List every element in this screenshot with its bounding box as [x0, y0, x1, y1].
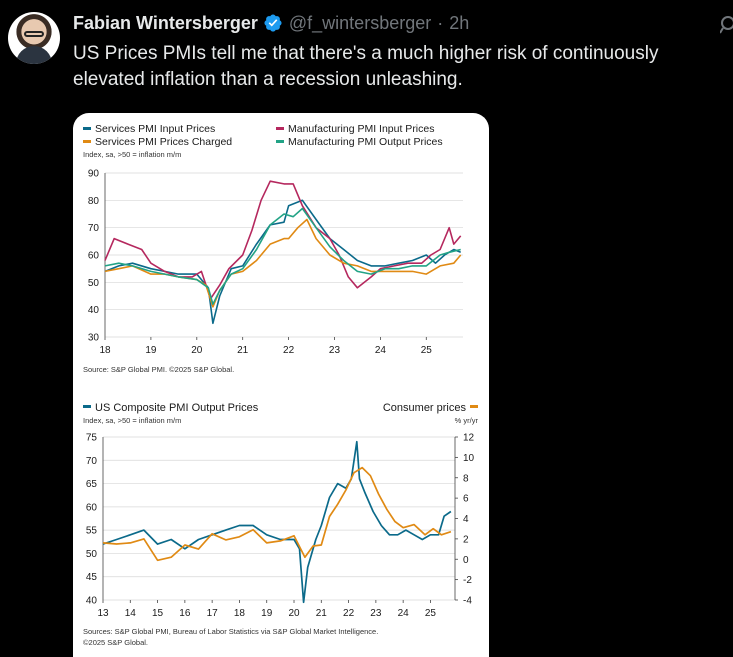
author-name[interactable]: Fabian Wintersberger	[73, 12, 258, 33]
chart-2-y-tick-left: 65	[86, 479, 98, 490]
chart-1-y-tick: 60	[88, 251, 100, 262]
chart-2-x-tick: 15	[152, 608, 164, 619]
chart-2-y-tick-left: 55	[86, 526, 98, 537]
chart-1-x-tick: 24	[375, 345, 387, 356]
legend-swatch-composite	[83, 405, 91, 408]
chart-2-x-tick: 23	[370, 608, 382, 619]
chart-1-series-4	[104, 207, 461, 305]
chart-1-series-1	[104, 199, 462, 325]
chart-2-y-tick-right: -4	[463, 596, 472, 607]
legend-services-charged: Services PMI Prices Charged	[95, 136, 232, 148]
tweet-text: US Prices PMIs tell me that there's a mu…	[73, 43, 659, 90]
chart-2-x-tick: 16	[179, 608, 191, 619]
tweet-media-image[interactable]: Services PMI Input Prices Manufacturing …	[73, 113, 489, 657]
timestamp[interactable]: 2h	[449, 12, 470, 33]
chart-1-x-tick: 18	[99, 345, 111, 356]
author-avatar[interactable]	[8, 12, 60, 64]
chart-2: US Composite PMI Output Prices Consumer …	[83, 402, 478, 647]
chart-1-y-tick: 70	[88, 223, 100, 234]
chart-2-x-tick: 19	[261, 608, 273, 619]
chart-2-y-tick-left: 50	[86, 549, 98, 560]
chart-2-x-tick: 20	[288, 608, 300, 619]
chart-2-x-tick: 14	[125, 608, 137, 619]
chart-1-y-tick: 90	[88, 169, 100, 180]
chart-2-x-tick: 17	[207, 608, 219, 619]
chart-2-x-tick: 13	[97, 608, 109, 619]
legend-swatch-consumer	[470, 405, 478, 408]
chart-2-series-1	[102, 440, 452, 604]
legend-services-input: Services PMI Input Prices	[95, 123, 215, 135]
chart-2-y-tick-right: -2	[463, 575, 472, 586]
legend-swatch-manufacturing-output	[276, 140, 284, 143]
chart-2-y-tick-left: 70	[86, 456, 98, 467]
chart-1-x-tick: 20	[191, 345, 203, 356]
chart-2-x-tick: 24	[398, 608, 410, 619]
chart-2-y-tick-right: 4	[463, 514, 469, 525]
legend-manufacturing-output: Manufacturing PMI Output Prices	[288, 136, 443, 148]
chart-2-x-tick: 18	[234, 608, 246, 619]
chart-1-source: Source: S&P Global PMI. ©2025 S&P Global…	[83, 365, 234, 374]
chart-1: Services PMI Input Prices Manufacturing …	[83, 123, 463, 374]
author-handle[interactable]: @f_wintersberger	[288, 12, 432, 33]
chart-1-x-tick: 21	[237, 345, 249, 356]
chart-1-subtitle: Index, sa, >50 = inflation m/m	[83, 150, 181, 159]
chart-2-y-tick-right: 6	[463, 494, 469, 505]
verified-badge-icon	[264, 14, 282, 32]
chart-2-x-tick: 25	[425, 608, 437, 619]
chart-2-y-tick-left: 60	[86, 502, 98, 513]
legend-swatch-manufacturing-input	[276, 127, 284, 130]
chart-1-x-tick: 19	[145, 345, 157, 356]
chart-1-y-tick: 80	[88, 196, 100, 207]
more-options-icon[interactable]	[720, 14, 733, 36]
chart-2-y-tick-left: 75	[86, 433, 98, 444]
chart-1-x-tick: 23	[329, 345, 341, 356]
chart-2-x-tick: 21	[316, 608, 328, 619]
chart-2-y-tick-left: 45	[86, 572, 98, 583]
legend-swatch-services-charged	[83, 140, 91, 143]
chart-2-y-tick-left: 40	[86, 596, 98, 607]
separator-dot: ·	[437, 12, 444, 33]
chart-2-subtitle-left: Index, sa, >50 = inflation m/m	[83, 416, 181, 425]
chart-1-x-tick: 22	[283, 345, 295, 356]
chart-1-series-2	[104, 180, 462, 300]
chart-2-source-line2: ©2025 S&P Global.	[83, 638, 148, 647]
chart-2-y-tick-right: 12	[463, 433, 475, 444]
chart-2-source-line1: Sources: S&P Global PMI, Bureau of Labor…	[83, 627, 378, 636]
avatar-shirt	[16, 46, 52, 64]
chart-2-y-tick-right: 10	[463, 453, 475, 464]
legend-swatch-services-input	[83, 127, 91, 130]
chart-2-y-tick-right: 0	[463, 555, 469, 566]
chart-1-x-tick: 25	[421, 345, 433, 356]
legend-manufacturing-input: Manufacturing PMI Input Prices	[288, 123, 434, 135]
chart-2-series-2	[102, 466, 452, 562]
chart-2-x-tick: 22	[343, 608, 355, 619]
legend-composite: US Composite PMI Output Prices	[95, 402, 259, 414]
legend-consumer: Consumer prices	[383, 402, 467, 414]
chart-2-y-tick-right: 2	[463, 534, 469, 545]
chart-2-y-tick-right: 8	[463, 473, 469, 484]
chart-1-y-tick: 40	[88, 305, 100, 316]
charts-figure: Services PMI Input Prices Manufacturing …	[83, 123, 478, 647]
chart-2-subtitle-right: % yr/yr	[455, 416, 479, 425]
avatar-glasses	[24, 31, 44, 37]
chart-1-y-tick: 30	[88, 333, 100, 344]
tweet-header: Fabian Wintersberger @f_wintersberger · …	[73, 11, 469, 35]
chart-1-y-tick: 50	[88, 278, 100, 289]
